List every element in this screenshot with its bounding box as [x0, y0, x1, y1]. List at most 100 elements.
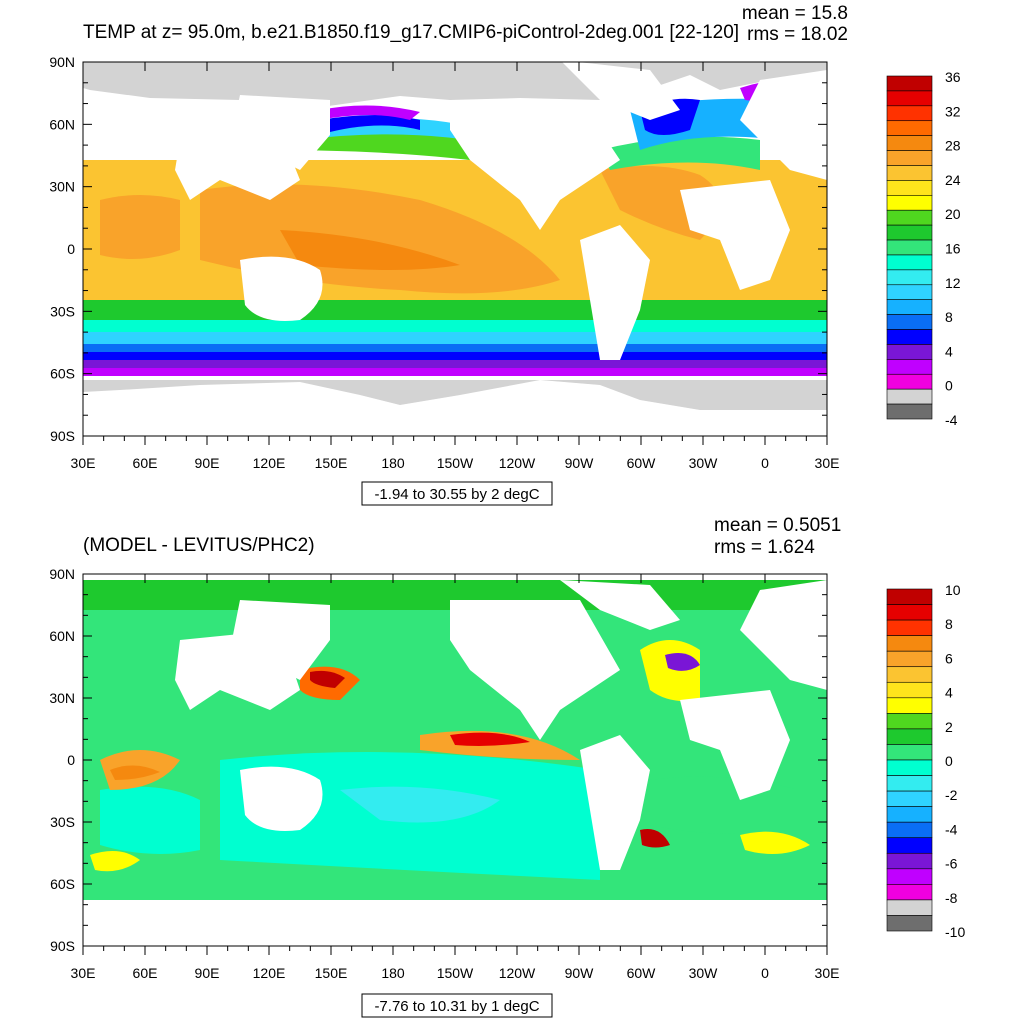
- y-tick-label: 0: [67, 752, 75, 768]
- x-tick-label: 120W: [499, 455, 536, 471]
- y-tick-label: 30S: [50, 814, 75, 830]
- x-tick-label: 30E: [815, 455, 840, 471]
- colorbar-box: [886, 837, 933, 854]
- rms-label: rms = 18.02: [747, 24, 848, 45]
- rms-label: rms = 1.624: [714, 537, 815, 558]
- colorbar-box: [886, 135, 933, 151]
- colorbar-label: -6: [945, 856, 958, 872]
- colorbar-label: 4: [945, 685, 953, 701]
- y-axis: 90N 60N 30N 0 30S 60S 90S: [49, 566, 827, 954]
- y-tick-label: 30S: [50, 303, 75, 319]
- colorbar-box: [886, 195, 933, 211]
- y-tick-label: 60S: [50, 366, 75, 382]
- x-tick-label: 150E: [315, 455, 348, 471]
- colorbar-label: 10: [945, 582, 961, 598]
- colorbar-label: -4: [945, 821, 958, 837]
- x-tick-label: 30W: [689, 455, 719, 471]
- colorbar-box: [886, 254, 933, 271]
- colorbar-box: [886, 899, 933, 916]
- colorbar-box: [886, 165, 933, 181]
- colorbar-label: -2: [945, 787, 958, 803]
- colorbar-box: [886, 759, 933, 776]
- colorbar-label: 8: [945, 309, 953, 325]
- range-box: [361, 993, 553, 1018]
- colorbar-box: [886, 90, 933, 107]
- colorbar: 36 32 28 24 20 16 12 8 4 0 -4: [886, 69, 961, 428]
- x-tick-label: 90E: [195, 455, 220, 471]
- colorbar-label: -10: [945, 924, 965, 940]
- colorbar-box: [886, 359, 933, 375]
- colorbar-box: [886, 105, 933, 122]
- x-tick-label: 120W: [499, 965, 536, 981]
- colorbar-label: -8: [945, 890, 958, 906]
- colorbar-label: 28: [945, 138, 961, 154]
- colorbar-box: [886, 180, 933, 196]
- colorbar-box: [886, 269, 933, 286]
- colorbar-box: [886, 588, 933, 605]
- colorbar-label: -4: [945, 412, 958, 428]
- x-tick-label: 60E: [133, 965, 158, 981]
- colorbar-label: 12: [945, 275, 961, 291]
- colorbar-box: [886, 619, 933, 636]
- colorbar-box: [886, 681, 933, 699]
- colorbar-box: [886, 209, 933, 226]
- colorbar-box: [886, 239, 933, 256]
- x-tick-label: 90E: [195, 965, 220, 981]
- x-tick-label: 180: [381, 455, 405, 471]
- range-label: -7.76 to 10.31 by 1 degC: [374, 998, 539, 1015]
- colorbar-label: 16: [945, 241, 961, 257]
- x-axis: 30E 60E 90E 120E 150E 180 150W 120W 90W 60W 30W 0 30…: [71, 62, 840, 471]
- colorbar-label: 24: [945, 172, 961, 188]
- x-tick-label: 180: [381, 965, 405, 981]
- colorbar-label: 4: [945, 343, 953, 359]
- colorbar-label: 0: [945, 753, 953, 769]
- panel-title: (MODEL - LEVITUS/PHC2): [83, 535, 315, 556]
- colorbar-box: [886, 120, 933, 136]
- colorbar-label: 6: [945, 650, 953, 666]
- colorbar-box: [886, 697, 933, 714]
- colorbar-box: [886, 403, 933, 420]
- x-tick-label: 150E: [315, 965, 348, 981]
- x-tick-label: 90W: [565, 965, 595, 981]
- colorbar-box: [886, 868, 933, 885]
- y-tick-label: 60N: [49, 628, 75, 644]
- y-tick-label: 60N: [49, 116, 75, 132]
- colorbar-label: 36: [945, 69, 961, 85]
- x-tick-label: 60W: [627, 455, 657, 471]
- y-tick-label: 30N: [49, 690, 75, 706]
- x-tick-label: 120E: [253, 965, 286, 981]
- difference-panel: (MODEL - LEVITUS/PHC2) mean = 0.5051 rms…: [49, 515, 965, 1018]
- difference-field: [83, 574, 827, 946]
- colorbar-box: [886, 884, 933, 901]
- colorbar-box: [886, 744, 933, 761]
- colorbar-box: [886, 790, 933, 807]
- colorbar-box: [886, 75, 933, 92]
- x-tick-label: 30E: [815, 965, 840, 981]
- temperature-field: [83, 62, 827, 436]
- colorbar-box: [886, 728, 933, 745]
- x-tick-label: 30W: [689, 965, 719, 981]
- x-tick-label: 30E: [71, 965, 96, 981]
- x-tick-label: 30E: [71, 455, 96, 471]
- colorbar-box: [886, 373, 933, 390]
- colorbar-label: 8: [945, 616, 953, 632]
- y-tick-label: 0: [67, 241, 75, 257]
- y-tick-label: 90S: [50, 428, 75, 444]
- colorbar-box: [886, 329, 933, 345]
- y-tick-label: 90N: [49, 566, 75, 582]
- x-axis: 30E 60E 90E 120E 150E 180 150W 120W 90W 60W 30W 0 30…: [71, 574, 840, 981]
- colorbar-label: 2: [945, 719, 953, 735]
- y-tick-label: 90S: [50, 938, 75, 954]
- x-tick-label: 150W: [437, 455, 474, 471]
- colorbar-box: [886, 150, 933, 166]
- colorbar-box: [886, 775, 933, 792]
- colorbar-box: [886, 806, 933, 823]
- colorbar-box: [886, 314, 933, 330]
- colorbar-label: 32: [945, 103, 961, 119]
- range-label: -1.94 to 30.55 by 2 degC: [374, 486, 539, 503]
- colorbar-box: [886, 915, 933, 932]
- x-tick-label: 60W: [627, 965, 657, 981]
- range-box: [361, 481, 553, 506]
- colorbar-box: [886, 344, 933, 360]
